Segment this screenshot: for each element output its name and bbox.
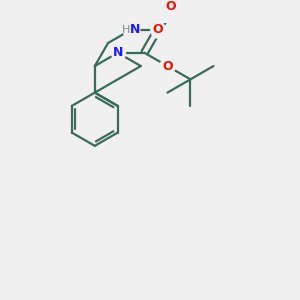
Text: H: H — [122, 25, 130, 35]
Text: O: O — [152, 23, 163, 36]
Text: O: O — [162, 60, 173, 73]
Text: O: O — [166, 0, 176, 13]
Text: N: N — [130, 23, 140, 36]
Text: N: N — [112, 46, 123, 59]
